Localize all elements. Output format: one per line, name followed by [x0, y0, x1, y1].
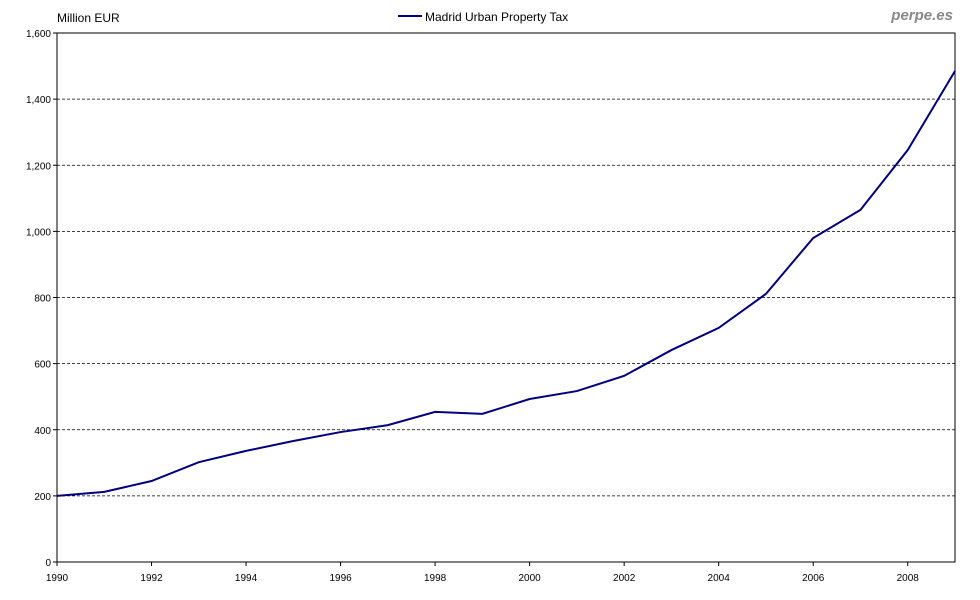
y-tick-label: 400 — [34, 426, 51, 437]
x-tick-label: 2008 — [897, 573, 920, 584]
y-tick-label: 1,200 — [26, 161, 51, 172]
plot-area — [56, 32, 956, 563]
y-tick-label: 600 — [34, 360, 51, 371]
y-tick-label: 0 — [45, 558, 51, 569]
x-tick-label: 2002 — [613, 573, 636, 584]
series-line — [56, 70, 956, 497]
x-tick-label: 1990 — [46, 573, 69, 584]
legend: Madrid Urban Property Tax — [398, 10, 568, 24]
x-tick-label: 1994 — [235, 573, 258, 584]
legend-label: Madrid Urban Property Tax — [425, 10, 568, 24]
x-tick-label: 2004 — [708, 573, 731, 584]
y-tick-label: 1,000 — [26, 227, 51, 238]
x-tick-label: 1996 — [329, 573, 352, 584]
y-tick-label: 1,400 — [26, 95, 51, 106]
x-tick-label: 1992 — [140, 573, 163, 584]
y-axis-label: Million EUR — [57, 11, 120, 25]
x-tick-label: 2006 — [802, 573, 825, 584]
y-tick-label: 1,600 — [26, 29, 51, 40]
watermark-logo: perpe.es — [890, 7, 953, 24]
x-tick-label: 1998 — [424, 573, 447, 584]
y-tick-label: 800 — [34, 294, 51, 305]
y-tick-label: 200 — [34, 492, 51, 503]
x-tick-label: 2000 — [519, 573, 542, 584]
